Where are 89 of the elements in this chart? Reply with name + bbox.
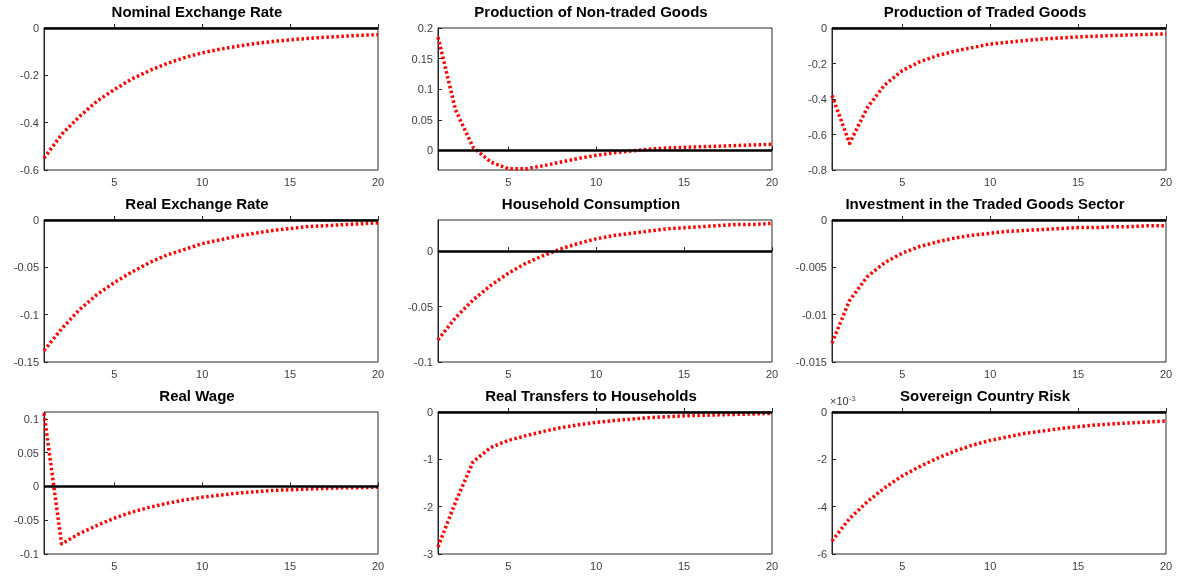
chart-title: Nominal Exchange Rate [111,3,283,20]
x-tick-label: 20 [371,175,385,188]
y-tick-label: 0 [426,144,433,157]
y-tick-label: 0 [32,214,39,226]
y-tick-label: -2 [817,453,827,466]
y-tick-label: 0.05 [17,446,39,459]
x-tick-label: 15 [677,367,691,380]
x-tick-label: 20 [765,175,779,188]
y-tick-label: -0.05 [13,261,39,274]
x-tick-label: 15 [283,559,297,572]
line-series [436,221,774,342]
x-tick-label: 5 [899,559,906,572]
chart-title: Real Wage [159,387,235,404]
x-tick-label: 10 [196,367,209,380]
x-tick-label: 15 [677,559,691,572]
x-tick-label: 5 [505,175,512,188]
x-tick-label: 10 [984,367,997,380]
y-tick-label: 0 [426,406,433,418]
x-tick-label: 15 [283,367,297,380]
y-tick-label: -0.4 [808,93,827,105]
y-tick-label: 0.15 [411,52,433,65]
x-tick-label: 20 [1159,559,1173,572]
y-tick-label: -0.1 [414,356,433,368]
x-tick-label: 10 [590,175,603,188]
y-tick-label: 0 [820,214,827,226]
line-series [436,35,774,171]
y-tick-label: -3 [423,548,433,560]
y-tick-label: -0.05 [407,300,433,313]
chart-title: Real Exchange Rate [125,195,269,212]
y-tick-label: -0.6 [808,128,827,141]
y-tick-label: -0.05 [13,514,39,527]
line-series [42,32,380,160]
chart-title: Real Transfers to Households [485,387,697,404]
y-tick-label: 0 [426,245,433,258]
x-tick-label: 5 [899,175,906,188]
x-tick-label: 10 [196,559,209,572]
chart-title: Household Consumption [501,195,681,212]
y-tick-label: 0 [820,406,827,418]
x-tick-label: 5 [505,367,512,380]
x-tick-label: 10 [590,559,603,572]
line-series [42,411,380,546]
chart-title: Sovereign Country Risk [899,387,1071,404]
y-tick-label: 0.1 [417,83,433,96]
y-tick-label: -0.8 [808,164,827,176]
x-tick-label: 5 [111,367,118,380]
x-tick-label: 15 [1071,175,1085,188]
x-tick-label: 15 [283,175,297,188]
x-tick-label: 10 [196,175,209,188]
y-tick-label: -0.005 [795,261,827,274]
y-tick-label: 0.05 [411,113,433,126]
y-tick-label: -0.1 [20,548,39,560]
x-tick-label: 10 [984,175,997,188]
chart-title: Investment in the Traded Goods Sector [845,195,1125,212]
line-series [830,32,1168,146]
y-tick-label: -2 [423,500,433,513]
y-tick-label: -0.01 [801,308,827,321]
y-tick-label: -6 [817,548,827,560]
y-tick-label: 0 [820,22,827,34]
x-tick-label: 5 [111,175,118,188]
y-tick-label: 0.2 [417,22,433,34]
y-tick-label: -4 [817,500,827,513]
y-tick-label: -0.2 [20,69,39,82]
x-tick-label: 10 [590,367,603,380]
y-tick-label: -0.6 [20,164,39,176]
y-tick-label: 0 [32,22,39,34]
y-tick-label: -1 [423,453,433,466]
x-tick-label: 20 [765,367,779,380]
x-tick-label: 20 [371,367,385,380]
y-tick-label: 0.1 [23,412,39,425]
y-tick-label: -0.4 [20,116,39,129]
x-tick-label: 15 [1071,559,1085,572]
line-series [830,419,1168,543]
x-tick-label: 5 [505,559,512,572]
y-tick-label: -0.015 [795,356,827,368]
y-tick-label: 0 [32,480,39,493]
x-tick-label: 20 [765,559,779,572]
x-tick-label: 10 [984,559,997,572]
chart-title: Production of Non-traded Goods [474,3,708,20]
x-tick-label: 15 [677,175,691,188]
x-tick-label: 20 [1159,175,1173,188]
y-tick-label: -0.15 [13,356,39,368]
x-tick-label: 5 [899,367,906,380]
x-tick-label: 5 [111,559,118,572]
y-tick-label: -0.2 [808,57,827,70]
x-tick-label: 15 [1071,367,1085,380]
y-tick-label: -0.1 [20,308,39,321]
x-tick-label: 20 [371,559,385,572]
chart-title: Production of Traded Goods [883,3,1087,20]
x-tick-label: 20 [1159,367,1173,380]
